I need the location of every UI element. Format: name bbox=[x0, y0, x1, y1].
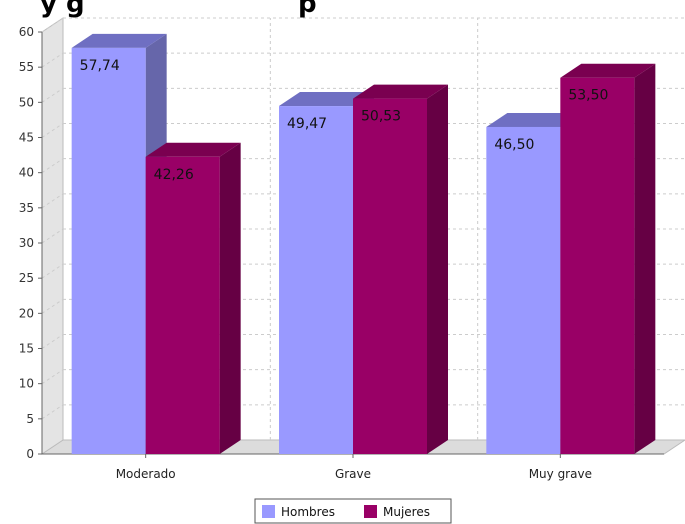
x-category-label: Muy grave bbox=[529, 467, 592, 481]
y-tick-label: 45 bbox=[19, 131, 34, 145]
legend-label-mujeres: Mujeres bbox=[383, 505, 430, 519]
bar-moderado-hombres bbox=[71, 47, 146, 455]
grid-line-diag bbox=[41, 52, 64, 68]
grid-line-diag bbox=[41, 369, 64, 385]
bar-side-moderado-mujeres bbox=[219, 142, 241, 454]
data-label-moderado-mujeres: 42,26 bbox=[154, 167, 194, 183]
y-tick-label: 30 bbox=[19, 236, 34, 250]
bar-side-grave-mujeres bbox=[427, 84, 448, 455]
grid-line-diag bbox=[41, 334, 64, 349]
legend: Hombres Mujeres bbox=[254, 498, 452, 524]
y-tick-label: 60 bbox=[19, 25, 34, 39]
y-tick-label: 5 bbox=[26, 412, 34, 426]
grid-line-diag bbox=[41, 123, 64, 138]
bar-top-muy-grave-mujeres bbox=[560, 63, 656, 78]
bar-muy-grave-mujeres bbox=[560, 77, 635, 454]
y-tick-label: 35 bbox=[19, 201, 34, 215]
legend-label-hombres: Hombres bbox=[281, 505, 335, 519]
bars bbox=[71, 33, 656, 455]
legend-frame bbox=[254, 498, 452, 524]
y-tick-label: 55 bbox=[19, 60, 34, 74]
bar-top-moderado-mujeres bbox=[145, 142, 241, 157]
data-label-muy-grave-hombres: 46,50 bbox=[494, 137, 534, 153]
x-category-label: Moderado bbox=[116, 467, 176, 481]
bar-top-muy-grave-hombres bbox=[486, 112, 582, 127]
bar-moderado-mujeres bbox=[145, 156, 220, 454]
grid-line-diag bbox=[41, 404, 64, 420]
data-label-grave-mujeres: 50,53 bbox=[361, 109, 401, 125]
y-tick-label: 50 bbox=[19, 95, 34, 109]
x-axis-categories: Moderado Grave Muy grave bbox=[116, 454, 592, 481]
bar-grave-hombres bbox=[279, 106, 353, 454]
bar-side-muy-grave-mujeres bbox=[634, 63, 656, 454]
legend-swatch-hombres bbox=[262, 505, 275, 518]
y-tick-label: 25 bbox=[19, 271, 34, 285]
bar-top-grave-hombres bbox=[279, 92, 374, 107]
grid-line-diag bbox=[41, 298, 64, 314]
bar-top-moderado-hombres bbox=[71, 33, 167, 48]
data-label-muy-grave-mujeres: 53,50 bbox=[568, 88, 608, 104]
grid-line-diag bbox=[41, 228, 64, 244]
y-axis-ticks: 0 5 10 15 20 25 30 35 40 45 50 55 60 bbox=[19, 25, 42, 461]
y-tick-label: 10 bbox=[19, 377, 34, 391]
chart-title-fragment-right: p bbox=[298, 0, 317, 19]
bar-top-grave-mujeres bbox=[353, 84, 448, 99]
y-tick-label: 40 bbox=[19, 166, 34, 180]
grid-line-diag bbox=[41, 17, 64, 33]
y-tick-label: 0 bbox=[26, 447, 34, 461]
data-label-grave-hombres: 49,47 bbox=[287, 116, 327, 132]
legend-swatch-mujeres bbox=[364, 505, 377, 518]
chart-title-fragment: y g bbox=[40, 0, 85, 19]
data-labels: 57,74 42,26 49,47 50,53 46,50 53,50 bbox=[80, 58, 609, 183]
grid-line-diag bbox=[41, 193, 64, 209]
bar-muy-grave-hombres bbox=[486, 126, 561, 454]
y-tick-label: 20 bbox=[19, 306, 34, 320]
grid-line-diag bbox=[41, 263, 64, 279]
y-tick-label: 15 bbox=[19, 342, 34, 356]
grid-line-diag bbox=[41, 87, 64, 103]
bar-grave-mujeres bbox=[353, 98, 427, 455]
data-label-moderado-hombres: 57,74 bbox=[80, 58, 120, 74]
grid-line-diag bbox=[41, 158, 64, 174]
x-category-label: Grave bbox=[335, 467, 371, 481]
